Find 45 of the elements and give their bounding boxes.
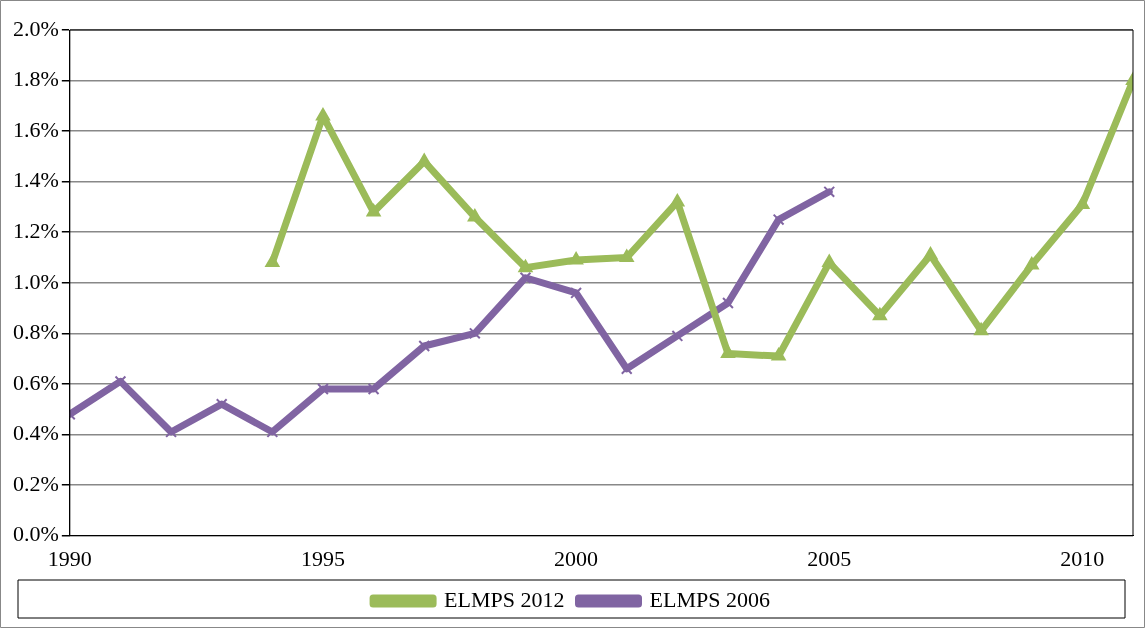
- y-tick-label: 0.6%: [13, 369, 59, 395]
- y-tick-label: 1.6%: [13, 116, 59, 142]
- x-tick-label: 2000: [554, 545, 599, 571]
- point: [367, 383, 380, 395]
- y-tick-label: 0.4%: [13, 420, 59, 446]
- y-tick-label: 0.0%: [13, 521, 59, 547]
- y-tick-label: 2.0%: [13, 15, 59, 41]
- point: [417, 153, 432, 166]
- point: [823, 185, 836, 198]
- point: [366, 204, 381, 217]
- x-tick-label: 2010: [1060, 545, 1105, 571]
- y-tick-label: 0.8%: [13, 319, 59, 345]
- legend-label: ELMPS 2006: [649, 586, 770, 612]
- point: [974, 322, 989, 336]
- x-tick-label: 2005: [807, 545, 852, 571]
- point: [265, 254, 280, 268]
- y-tick-label: 0.2%: [13, 470, 59, 496]
- point: [315, 107, 331, 121]
- point: [1024, 257, 1039, 270]
- point: [519, 271, 532, 284]
- point: [518, 259, 533, 273]
- point: [771, 348, 786, 361]
- point: [468, 327, 481, 340]
- point: [1075, 196, 1090, 209]
- y-tick-label: 1.2%: [13, 218, 59, 244]
- point: [720, 345, 736, 359]
- point: [467, 209, 482, 222]
- point: [671, 329, 684, 342]
- point: [317, 383, 329, 395]
- point: [670, 193, 685, 207]
- point: [418, 340, 431, 352]
- point: [822, 254, 837, 268]
- legend-label: ELMPS 2012: [444, 586, 565, 612]
- x-tick-label: 1995: [300, 545, 345, 571]
- y-tick-label: 1.4%: [13, 167, 59, 193]
- point: [570, 286, 583, 299]
- point: [569, 252, 584, 265]
- y-tick-label: 1.8%: [13, 66, 59, 92]
- point: [772, 213, 785, 226]
- point: [872, 307, 887, 321]
- point: [923, 246, 938, 260]
- point: [722, 297, 734, 309]
- x-tick-label: 1990: [47, 545, 92, 571]
- point: [619, 249, 634, 263]
- y-tick-label: 1.0%: [13, 268, 59, 294]
